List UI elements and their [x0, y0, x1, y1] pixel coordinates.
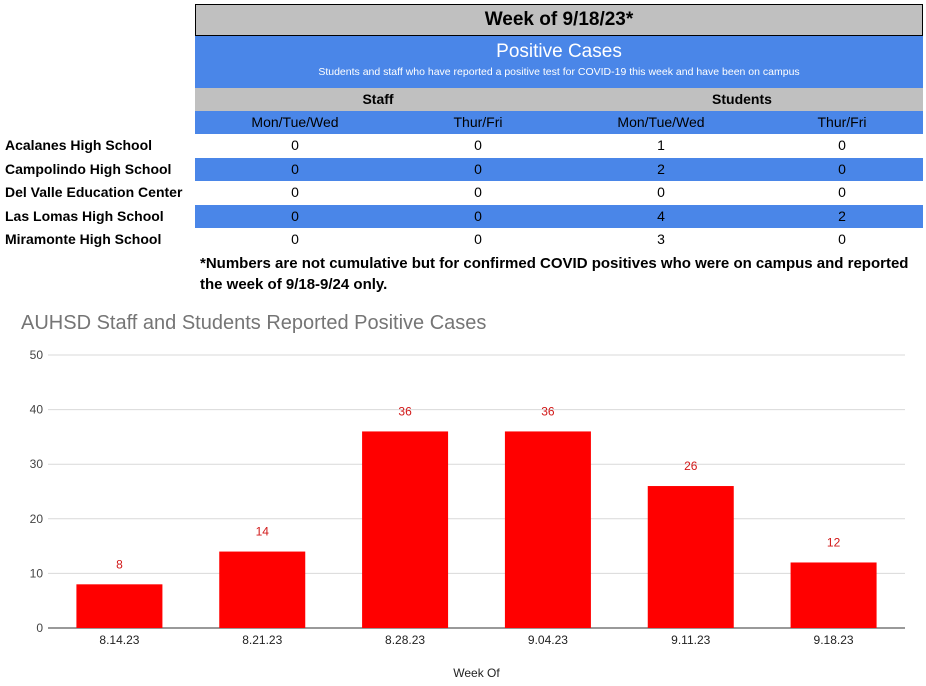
table-subheading: Students and staff who have reported a p… [318, 66, 800, 78]
positive-cases-header: Positive Cases Students and staff who ha… [195, 36, 923, 88]
case-count-cell: 0 [474, 137, 482, 153]
school-name: Miramonte High School [5, 231, 162, 247]
case-count-cell: 0 [838, 137, 846, 153]
bar [362, 431, 449, 628]
y-tick-label: 40 [30, 403, 44, 417]
case-count-cell: 0 [474, 184, 482, 200]
case-count-cell: 0 [838, 184, 846, 200]
bar-chart: 0 10 20 30 40 50 8 8.14.23 14 8.21.23 36 8.28.23 36 9… [30, 348, 905, 680]
x-tick-label: 8.21.23 [242, 633, 282, 647]
case-count-cell: 0 [291, 207, 299, 224]
school-name: Del Valle Education Center [5, 184, 183, 200]
bar [790, 562, 877, 628]
group-staff: Staff [362, 91, 394, 107]
table-row: Del Valle Education Center 0 0 0 0 [0, 181, 926, 204]
case-count-cell: 1 [657, 137, 665, 153]
x-tick-label: 9.11.23 [671, 633, 710, 647]
case-count-cell: 3 [657, 231, 665, 247]
data-label: 26 [684, 459, 698, 473]
school-name: Campolindo High School [5, 160, 172, 177]
school-name: Las Lomas High School [5, 207, 164, 224]
y-tick-label: 30 [30, 457, 44, 471]
data-label: 8 [116, 557, 123, 571]
footnote: *Numbers are not cumulative but for conf… [200, 255, 909, 293]
table-row: Campolindo High School 0 0 2 0 [0, 157, 926, 181]
subcol-staff-mtw: Mon/Tue/Wed [251, 114, 339, 130]
case-count-cell: 0 [838, 231, 846, 247]
school-name: Acalanes High School [5, 137, 153, 153]
subcolumn-header-row: Mon/Tue/Wed Thur/Fri Mon/Tue/Wed Thur/Fr… [0, 111, 926, 134]
table-row: Miramonte High School 0 0 3 0 [0, 228, 926, 251]
table-row: Acalanes High School 0 0 1 0 [0, 134, 926, 157]
table-title: Week of 9/18/23* [195, 4, 923, 36]
case-count-cell: 0 [838, 160, 846, 177]
data-label: 36 [541, 404, 555, 418]
case-count-cell: 4 [657, 207, 665, 224]
x-tick-label: 8.28.23 [385, 633, 425, 647]
case-count-cell: 0 [474, 207, 482, 224]
case-count-cell: 0 [291, 184, 299, 200]
case-count-cell: 0 [657, 184, 665, 200]
case-count-cell: 0 [474, 231, 482, 247]
table-heading: Positive Cases [496, 41, 622, 62]
data-label: 14 [256, 525, 270, 539]
case-count-cell: 0 [291, 160, 299, 177]
y-tick-label: 50 [30, 348, 44, 362]
case-count-cell: 0 [474, 160, 482, 177]
group-header-row: Staff Students [0, 88, 926, 111]
bar [219, 551, 306, 628]
case-count-cell: 0 [291, 137, 299, 153]
x-tick-label: 9.04.23 [528, 633, 568, 647]
group-students: Students [712, 91, 772, 107]
data-label: 36 [398, 404, 412, 418]
subcol-students-tf: Thur/Fri [817, 114, 867, 130]
y-tick-label: 20 [30, 512, 44, 526]
y-tick-label: 10 [30, 566, 44, 580]
y-tick-label: 0 [36, 621, 43, 635]
table-row: Las Lomas High School 0 0 4 2 [0, 204, 926, 228]
case-count-cell: 0 [291, 231, 299, 247]
bar [504, 431, 591, 628]
x-tick-label: 9.18.23 [814, 633, 854, 647]
chart-title: AUHSD Staff and Students Reported Positi… [21, 312, 487, 334]
subcol-staff-tf: Thur/Fri [453, 114, 503, 130]
data-label: 12 [827, 535, 841, 549]
bar [647, 486, 734, 628]
case-count-cell: 2 [838, 207, 846, 224]
case-count-cell: 2 [657, 160, 665, 177]
x-tick-label: 8.14.23 [99, 633, 139, 647]
bar [76, 584, 163, 628]
x-axis-label: Week Of [453, 666, 500, 680]
subcol-students-mtw: Mon/Tue/Wed [617, 114, 705, 130]
